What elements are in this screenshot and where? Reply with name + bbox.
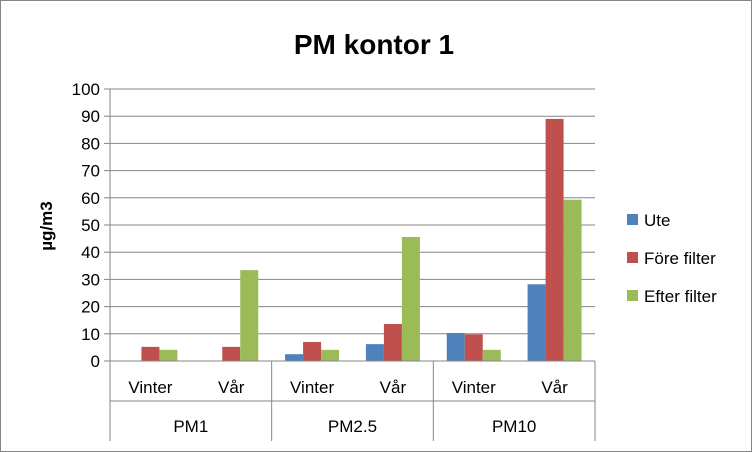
legend-swatch (627, 214, 638, 225)
y-axis-label: µg/m3 (37, 201, 56, 250)
x-category-label: Vår (218, 378, 245, 397)
legend: Ute Före filter Efter filter (627, 211, 717, 306)
x-group-label: PM10 (492, 417, 536, 436)
bar-fre-filter-4 (464, 334, 483, 361)
bar-fre-filter-2 (303, 341, 322, 361)
bar-efter-filter-3 (401, 236, 420, 361)
y-tick-label: 60 (81, 189, 100, 208)
x-group-label: PM2.5 (328, 417, 377, 436)
bar-fre-filter-5 (545, 118, 564, 361)
axes (109, 89, 596, 441)
bar-efter-filter-4 (482, 349, 501, 361)
x-category-label: Vinter (128, 378, 172, 397)
legend-label: Ute (644, 211, 670, 230)
x-category-label: Vår (380, 378, 407, 397)
legend-label: Efter filter (644, 287, 717, 306)
y-tick-label: 100 (72, 80, 100, 99)
y-tick-label: 90 (81, 107, 100, 126)
bar-fre-filter-3 (383, 324, 402, 361)
bar-ute-5 (527, 284, 546, 361)
y-tick-label: 30 (81, 270, 100, 289)
y-tick-label: 70 (81, 162, 100, 181)
y-tick-label: 0 (91, 352, 100, 371)
gridlines (110, 88, 595, 335)
bar-efter-filter-0 (159, 349, 178, 361)
bar-fre-filter-1 (222, 346, 241, 361)
bar-ute-2 (285, 354, 304, 361)
x-category-label: Vinter (452, 378, 496, 397)
bar-ute-3 (365, 344, 384, 361)
y-axis-ticks: 0 10 20 30 40 50 60 70 80 90 100 (72, 80, 110, 371)
bar-efter-filter-5 (563, 199, 582, 361)
y-tick-label: 10 (81, 325, 100, 344)
y-tick-label: 80 (81, 134, 100, 153)
bar-ute-4 (446, 332, 465, 361)
bar-fre-filter-0 (141, 346, 160, 361)
x-category-label: Vinter (290, 378, 334, 397)
bars (141, 118, 582, 361)
x-axis-categories: Vinter Vår Vinter Vår Vinter Vår PM1 PM2.5 PM10 (128, 378, 568, 436)
y-tick-label: 50 (81, 216, 100, 235)
y-tick-label: 40 (81, 243, 100, 262)
y-tick-label: 20 (81, 298, 100, 317)
bar-efter-filter-1 (240, 270, 259, 361)
bar-efter-filter-2 (321, 349, 340, 361)
x-category-label: Vår (541, 378, 568, 397)
legend-swatch (627, 252, 638, 263)
chart-title: PM kontor 1 (294, 29, 454, 60)
x-group-label: PM1 (173, 417, 208, 436)
legend-label: Före filter (644, 249, 716, 268)
legend-swatch (627, 290, 638, 301)
